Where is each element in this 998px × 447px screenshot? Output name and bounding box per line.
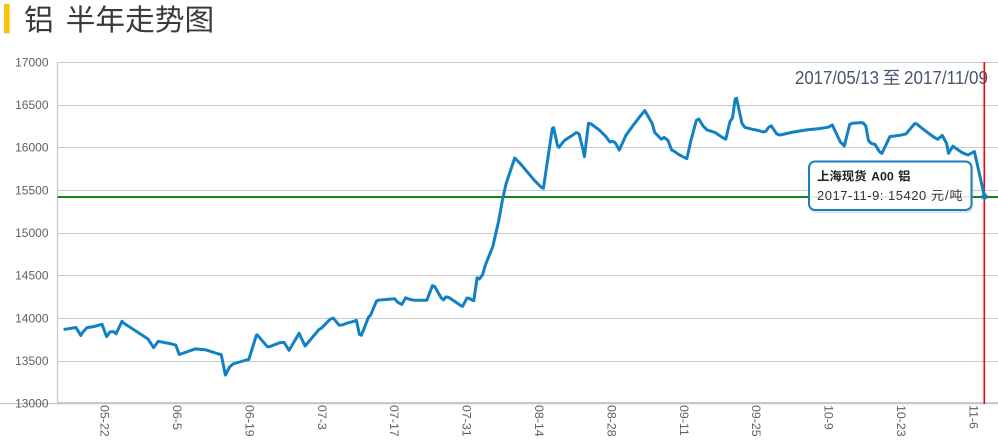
svg-text:2017/11/09: 2017/11/09 — [904, 68, 988, 88]
svg-text:10-23: 10-23 — [894, 405, 908, 437]
svg-text:10-9: 10-9 — [822, 405, 836, 430]
svg-text:15500: 15500 — [15, 183, 49, 197]
svg-text:/: / — [945, 188, 949, 203]
svg-text:08-14: 08-14 — [532, 405, 546, 437]
svg-text:16500: 16500 — [15, 98, 49, 112]
svg-text:14000: 14000 — [15, 311, 49, 325]
svg-text:09-11: 09-11 — [677, 405, 691, 436]
svg-text:09-25: 09-25 — [749, 405, 763, 437]
svg-text:06-19: 06-19 — [242, 405, 256, 437]
svg-text:17000: 17000 — [15, 55, 49, 69]
svg-text:15000: 15000 — [15, 226, 49, 240]
svg-text:2017/05/13: 2017/05/13 — [795, 68, 879, 88]
svg-text:07-17: 07-17 — [387, 405, 401, 437]
svg-text:11-6: 11-6 — [966, 405, 980, 429]
svg-text:16000: 16000 — [15, 141, 49, 155]
svg-text:08-28: 08-28 — [604, 405, 618, 437]
svg-text:06-5: 06-5 — [170, 405, 184, 430]
svg-text:13500: 13500 — [15, 354, 49, 368]
svg-text:05-22: 05-22 — [98, 405, 112, 437]
svg-text:A00: A00 — [871, 170, 894, 184]
svg-text:07-3: 07-3 — [315, 405, 329, 430]
svg-text:13000: 13000 — [15, 397, 49, 411]
svg-text:2017-11-9: 15420: 2017-11-9: 15420 — [817, 188, 927, 203]
svg-text:14500: 14500 — [15, 269, 49, 283]
svg-text:07-31: 07-31 — [460, 405, 474, 437]
